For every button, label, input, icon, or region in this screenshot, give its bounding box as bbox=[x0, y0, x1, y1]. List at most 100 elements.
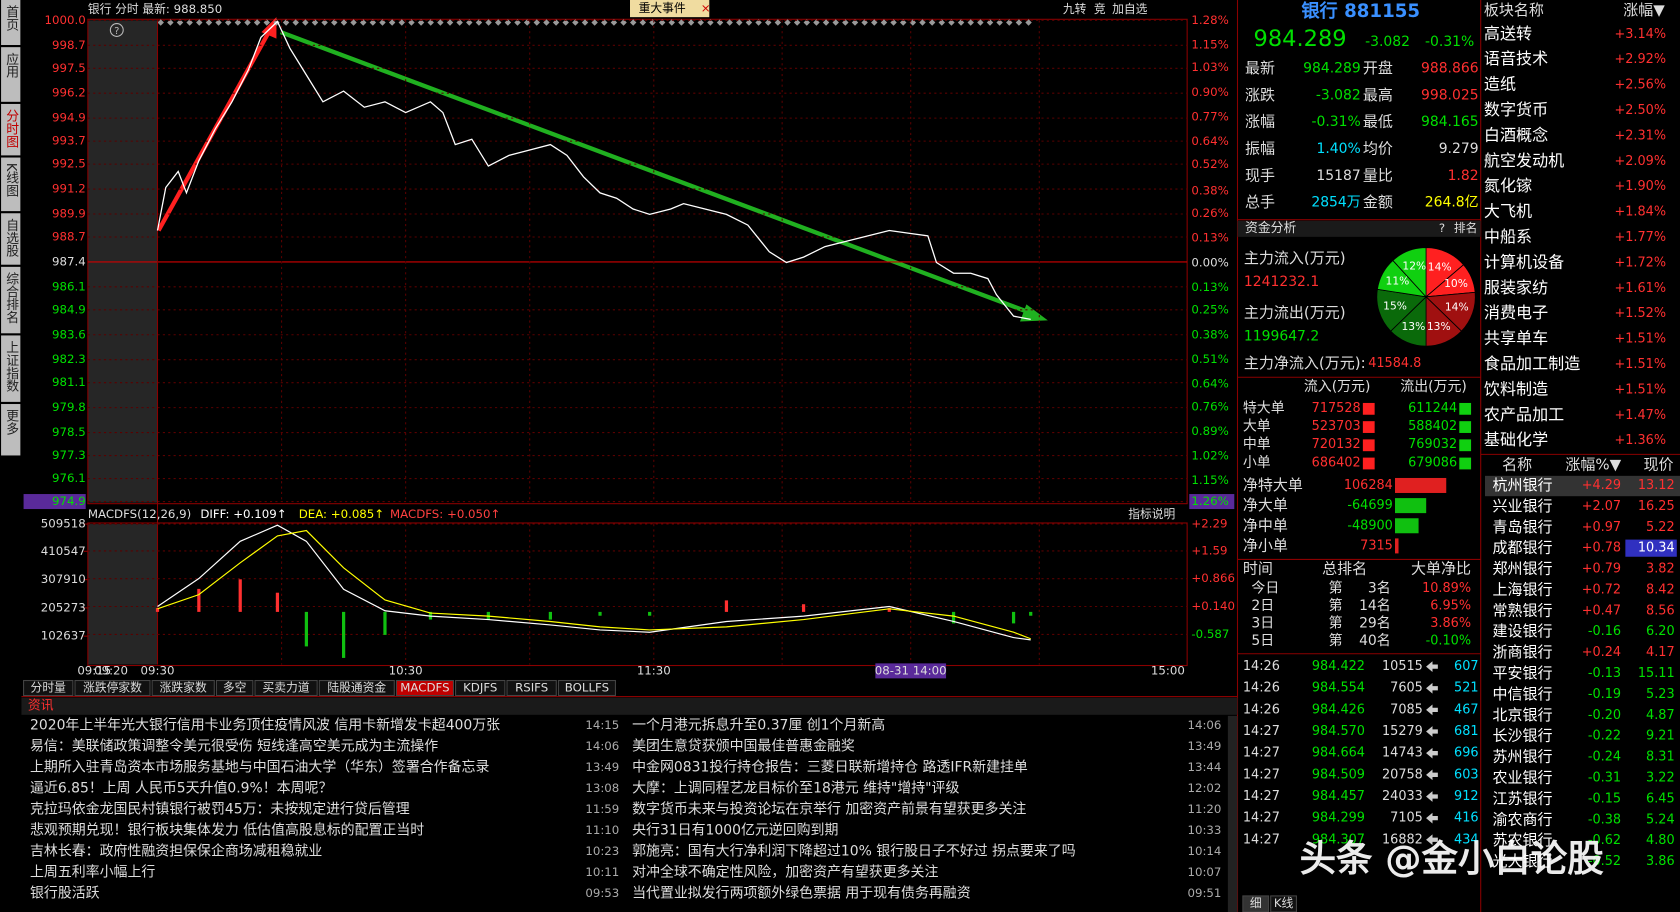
stock-name[interactable]: 北京银行 bbox=[1493, 706, 1553, 724]
bottom-tab[interactable] bbox=[1242, 895, 1270, 912]
stock-name[interactable]: 渝农商行 bbox=[1493, 810, 1553, 828]
side-tab-label[interactable]: 上证指数 bbox=[3, 341, 18, 393]
sector-name[interactable]: 高送转 bbox=[1484, 24, 1532, 43]
side-tab-label[interactable]: 首页 bbox=[3, 5, 18, 31]
sector-name[interactable]: 食品加工制造 bbox=[1484, 354, 1580, 373]
indicator-tab[interactable] bbox=[215, 679, 254, 697]
rank-button[interactable]: 排名 bbox=[1454, 221, 1478, 235]
sector-name[interactable]: 农产品加工 bbox=[1484, 405, 1564, 424]
side-tab[interactable] bbox=[1, 157, 21, 212]
stock-name[interactable]: 长沙银行 bbox=[1493, 727, 1553, 745]
indicator-tab-label[interactable]: 多空 bbox=[223, 681, 247, 695]
sector-name[interactable]: 航空发动机 bbox=[1484, 151, 1564, 170]
sector-name[interactable]: 造纸 bbox=[1484, 75, 1516, 94]
help-button[interactable]: 指标说明 bbox=[1128, 507, 1175, 521]
stock-name[interactable]: 光大银行 bbox=[1493, 852, 1553, 870]
stock-name[interactable]: 郑州银行 bbox=[1493, 560, 1553, 578]
sector-name[interactable]: 氮化镓 bbox=[1484, 176, 1532, 195]
stock-name[interactable]: 青岛银行 bbox=[1493, 518, 1553, 536]
side-tab-label[interactable]: 综合排名 bbox=[3, 272, 18, 324]
stock-name[interactable]: 江苏银行 bbox=[1493, 789, 1553, 807]
sector-name[interactable]: 服装家纺 bbox=[1484, 278, 1548, 297]
stock-name[interactable]: 平安银行 bbox=[1493, 664, 1553, 682]
news-link[interactable]: 易信：美联储政策调整令美元很受伤 短线逢高空美元成为主流操作 bbox=[30, 738, 438, 755]
indicator-tab[interactable] bbox=[23, 679, 74, 697]
stock-name[interactable]: 常熟银行 bbox=[1493, 601, 1553, 619]
side-tab-label[interactable]: 分时图 bbox=[3, 109, 18, 148]
indicator-tab[interactable] bbox=[74, 679, 151, 697]
news-link[interactable]: 对冲全球不确定性风险，加密资产有望获更多关注 bbox=[632, 864, 938, 881]
side-tab-label[interactable]: 更多 bbox=[3, 409, 18, 435]
news-link[interactable]: 央行31日有1000亿元逆回购到期 bbox=[632, 823, 838, 839]
indicator-tab-label[interactable]: 涨跌家数 bbox=[160, 681, 207, 695]
news-link[interactable]: 逼近6.85！上周 人民币5天升值0.9%！本周呢？ bbox=[30, 781, 332, 797]
indicator-tab[interactable] bbox=[557, 679, 616, 697]
stock-name[interactable]: 上海银行 bbox=[1493, 580, 1553, 598]
close-icon[interactable]: × bbox=[701, 1, 711, 15]
news-link[interactable]: 郭施亮：国有大行净利润下降超过10% 银行股日子不好过 拐点要来了吗 bbox=[632, 843, 1076, 860]
sector-name[interactable]: 共享单车 bbox=[1484, 329, 1548, 348]
news-link[interactable]: 当代置业拟发行两项额外绿色票据 用于现有债务再融资 bbox=[632, 885, 971, 902]
sector-name[interactable]: 大飞机 bbox=[1484, 202, 1532, 221]
news-link[interactable]: 悲观预期兑现！银行板块集体发力 低估值高股息标的配置正当时 bbox=[30, 822, 424, 839]
indicator-tab-label[interactable]: MACDFS bbox=[400, 681, 449, 695]
indicator-tab[interactable] bbox=[254, 679, 318, 697]
stock-name[interactable]: 兴业银行 bbox=[1493, 497, 1553, 515]
news-link[interactable]: 上期所入驻青岛资本市场服务基地与中国石油大学（华东）签署合作备忘录 bbox=[30, 759, 489, 776]
stock-name[interactable]: 建设银行 bbox=[1493, 622, 1553, 640]
news-link[interactable]: 吉林长春：政府性融资担保保企商场减租稳就业 bbox=[30, 843, 322, 860]
sector-name[interactable]: 消费电子 bbox=[1484, 303, 1548, 322]
bottom-tab-label[interactable]: 细 bbox=[1250, 896, 1262, 910]
indicator-tab-label[interactable]: RSIFS bbox=[515, 681, 548, 695]
sector-name[interactable]: 中船系 bbox=[1484, 227, 1532, 246]
sector-name[interactable]: 数字货币 bbox=[1484, 100, 1548, 119]
indicator-tab[interactable] bbox=[506, 679, 557, 697]
stock-name[interactable]: 苏州银行 bbox=[1493, 748, 1553, 766]
bottom-tab-label[interactable]: K线 bbox=[1274, 896, 1294, 910]
stock-name[interactable]: 杭州银行 bbox=[1493, 476, 1553, 494]
side-tab[interactable] bbox=[1, 103, 21, 156]
indicator-tab-label[interactable]: 分时量 bbox=[31, 681, 67, 695]
bottom-tab[interactable] bbox=[1270, 895, 1297, 912]
stock-name[interactable]: 成都银行 bbox=[1493, 539, 1553, 557]
side-tab-label[interactable]: 应用 bbox=[3, 52, 18, 80]
indicator-tab[interactable] bbox=[455, 679, 506, 697]
side-tab-label[interactable]: K线图 bbox=[3, 163, 18, 198]
event-button[interactable] bbox=[630, 0, 710, 18]
indicator-tab-label[interactable]: 涨跌停家数 bbox=[83, 681, 142, 695]
event-label[interactable]: 重大事件 bbox=[639, 1, 686, 15]
side-tab[interactable] bbox=[1, 404, 21, 456]
indicator-tab[interactable] bbox=[318, 679, 395, 697]
help-button[interactable]: ? bbox=[1439, 221, 1445, 235]
side-tab[interactable] bbox=[1, 335, 21, 402]
stock-name[interactable]: 中信银行 bbox=[1493, 685, 1553, 703]
news-link[interactable]: 中金网0831投行持仓报告：三菱日联新增持仓 路透IFR新建挂单 bbox=[632, 760, 1028, 776]
indicator-tab[interactable] bbox=[395, 679, 454, 697]
sector-name[interactable]: 语音技术 bbox=[1484, 49, 1548, 68]
news-link[interactable]: 数字货币未来与投资论坛在京举行 加密资产前景有望获更多关注 bbox=[632, 801, 1026, 818]
stock-name[interactable]: 农业银行 bbox=[1493, 769, 1553, 787]
indicator-tab-label[interactable]: 陆股通资金 bbox=[327, 681, 386, 695]
tool-button[interactable]: 加自选 bbox=[1112, 2, 1148, 16]
news-link[interactable]: 一个月港元拆息升至0.37厘 创1个月新高 bbox=[632, 717, 885, 734]
help-icon-glyph[interactable]: ? bbox=[114, 26, 119, 37]
news-link[interactable]: 大摩：上调同程艺龙目标价至18港元 维持"增持"评级 bbox=[632, 780, 959, 797]
sector-name[interactable]: 饮料制造 bbox=[1484, 379, 1548, 398]
sector-name[interactable]: 白酒概念 bbox=[1484, 125, 1548, 144]
tool-button[interactable]: 竞 bbox=[1094, 2, 1106, 16]
stock-name[interactable]: 苏农银行 bbox=[1493, 831, 1553, 849]
indicator-tab-label[interactable]: KDJFS bbox=[463, 681, 497, 695]
side-tab[interactable] bbox=[1, 47, 21, 102]
news-link[interactable]: 美团生意贷获颁中国最佳普惠金融奖 bbox=[632, 738, 855, 755]
tool-button[interactable]: 九转 bbox=[1063, 2, 1087, 16]
sector-name[interactable]: 计算机设备 bbox=[1484, 252, 1564, 271]
indicator-tab[interactable] bbox=[151, 679, 215, 697]
side-tab[interactable] bbox=[1, 0, 21, 46]
side-tab[interactable] bbox=[1, 213, 21, 265]
side-tab[interactable] bbox=[1, 266, 21, 334]
news-link[interactable]: 克拉玛依金龙国民村镇银行被罚45万：未按规定进行贷后管理 bbox=[30, 802, 410, 818]
stock-name[interactable]: 浙商银行 bbox=[1493, 643, 1553, 661]
side-tab-label[interactable]: 自选股 bbox=[3, 219, 18, 258]
sector-name[interactable]: 基础化学 bbox=[1484, 430, 1548, 449]
news-link[interactable]: 银行股活跃 bbox=[30, 886, 100, 902]
